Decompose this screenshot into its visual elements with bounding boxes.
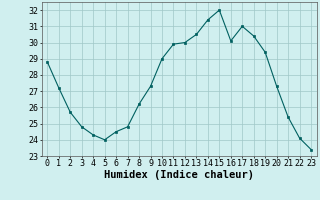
X-axis label: Humidex (Indice chaleur): Humidex (Indice chaleur) <box>104 170 254 180</box>
